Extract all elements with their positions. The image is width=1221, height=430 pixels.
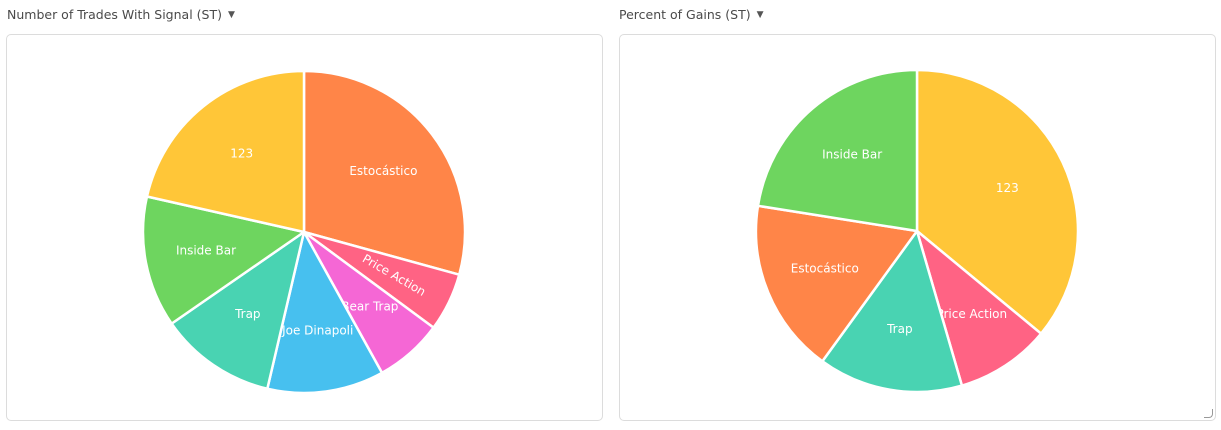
slice-label-inside-bar: Inside Bar — [176, 244, 236, 258]
pie-slice-estocastico[interactable] — [754, 204, 919, 363]
resize-handle[interactable] — [1204, 409, 1213, 418]
pie-slice-123[interactable] — [145, 69, 306, 234]
pie-chart-percent-of-gains: 123 Price Action Trap Estocástico Inside Bar — [754, 68, 1080, 394]
slice-label-trap: Trap — [886, 322, 912, 336]
slice-label-trap: Trap — [234, 307, 260, 321]
chart-card-trades-with-signal: Estocástico Price Action Bear Trap Joe Dina… — [6, 34, 603, 421]
slice-label-estocastico: Estocástico — [791, 262, 859, 276]
panel-title-text: Percent of Gains (ST) — [619, 7, 751, 22]
slice-label-123: 123 — [230, 147, 253, 161]
panel-title-percent-of-gains[interactable]: Percent of Gains (ST) ▼ — [619, 7, 764, 22]
pie-slice-trap[interactable] — [821, 229, 964, 394]
panel-title-text: Number of Trades With Signal (ST) — [7, 7, 222, 22]
chevron-down-icon[interactable]: ▼ — [227, 9, 235, 20]
pie-slice-inside-bar[interactable] — [756, 68, 919, 233]
pie-slice-trap[interactable] — [170, 230, 306, 391]
pie-slice-123[interactable] — [915, 68, 1080, 335]
chevron-down-icon[interactable]: ▼ — [756, 9, 764, 20]
slice-label-bear-trap: Bear Trap — [341, 300, 398, 314]
chart-card-percent-of-gains: 123 Price Action Trap Estocástico Inside Bar — [619, 34, 1216, 421]
slice-label-estocastico: Estocástico — [349, 164, 417, 178]
slice-label-price-action: Price Action — [936, 307, 1007, 321]
panel-title-trades-with-signal[interactable]: Number of Trades With Signal (ST) ▼ — [7, 7, 235, 22]
pie-slice-price-action[interactable] — [915, 229, 1043, 387]
slice-label-inside-bar: Inside Bar — [822, 148, 882, 162]
pie-slice-inside-bar[interactable] — [141, 195, 306, 325]
pie-slice-estocastico[interactable] — [302, 69, 467, 276]
slice-label-joe-dinapoli: Joe Dinapoli — [281, 323, 353, 337]
pie-slice-joe-dinapoli[interactable] — [266, 230, 384, 395]
slice-label-123: 123 — [996, 181, 1019, 195]
